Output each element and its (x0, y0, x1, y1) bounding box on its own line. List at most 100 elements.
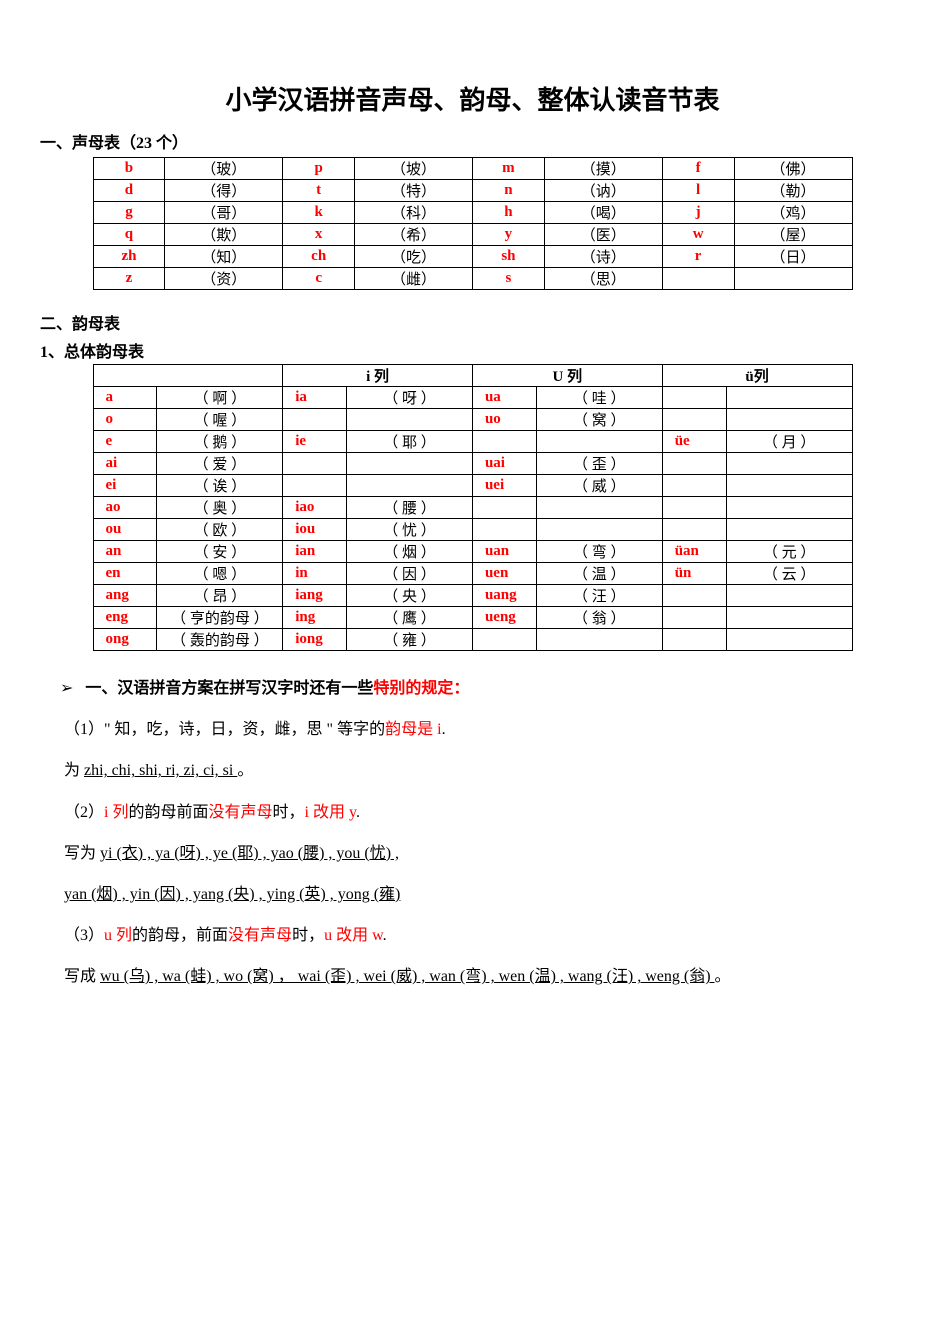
n3-mid2: 时， (292, 927, 324, 944)
pinyin-cell: sh (472, 246, 544, 268)
pinyin-cell (662, 268, 734, 290)
table-row: ong（ 轰的韵母 ）iong（ 雍 ） (93, 629, 852, 651)
note-2-line1: （2）i 列的韵母前面没有声母时，i 改用 y. (64, 795, 885, 830)
char-cell: （资） (165, 268, 283, 290)
pinyin-cell (662, 387, 726, 409)
char-cell (726, 409, 852, 431)
pinyin-cell: uei (472, 475, 536, 497)
table-row: ou（ 欧 ）iou（ 忧 ） (93, 519, 852, 541)
char-cell: （讷） (544, 180, 662, 202)
n1-mid: 等字的 (333, 721, 385, 738)
pinyin-cell (283, 409, 347, 431)
pinyin-cell (662, 497, 726, 519)
char-cell: （ 烟 ） (347, 541, 473, 563)
char-cell: （ 哇 ） (536, 387, 662, 409)
pinyin-cell: ai (93, 453, 157, 475)
table-row: ei（ 诶 ）uei（ 威 ） (93, 475, 852, 497)
char-cell: （勒） (734, 180, 852, 202)
char-cell: （ 亨的韵母 ） (157, 607, 283, 629)
char-cell: （得） (165, 180, 283, 202)
char-cell: （ 欧 ） (157, 519, 283, 541)
char-cell: （雌） (355, 268, 473, 290)
n1-end: . (442, 721, 446, 738)
table-row: eng（ 亨的韵母 ）ing（ 鹰 ）ueng（ 翁 ） (93, 607, 852, 629)
n3-ul1: wu (乌) , wa (蛙) , wo (窝) ， wai (歪) , wei… (100, 968, 715, 985)
pinyin-cell: t (283, 180, 355, 202)
char-cell: （ 腰 ） (347, 497, 473, 519)
pinyin-cell: uai (472, 453, 536, 475)
pinyin-cell: p (283, 158, 355, 180)
char-cell: （希） (355, 224, 473, 246)
char-cell (726, 497, 852, 519)
pinyin-cell: o (93, 409, 157, 431)
finals-table: i 列U 列ü列 a（ 啊 ）ia（ 呀 ）ua（ 哇 ）o（ 喔 ）uo（ 窝… (93, 364, 853, 651)
n2-red3: i 改用 y (305, 804, 356, 821)
table-row: d（得）t（特）n（讷）l（勒） (93, 180, 852, 202)
n1-period: 。 (237, 762, 253, 779)
pinyin-cell: uen (472, 563, 536, 585)
n1-wei: 为 (64, 762, 84, 779)
char-cell: （欺） (165, 224, 283, 246)
pinyin-cell: zh (93, 246, 165, 268)
column-header: i 列 (283, 365, 473, 387)
n1-quote: " 知，吃，诗，日，资，雌，思 " (104, 721, 333, 738)
pinyin-cell: an (93, 541, 157, 563)
pinyin-cell: r (662, 246, 734, 268)
notes-heading-red: 特别的规定： (373, 680, 469, 697)
n2-ul1: yi (衣) , ya (呀) , ye (耶) , yao (腰) , you… (100, 845, 399, 862)
pinyin-cell: w (662, 224, 734, 246)
pinyin-cell: ao (93, 497, 157, 519)
pinyin-cell: üe (662, 431, 726, 453)
char-cell: （ 鹅 ） (157, 431, 283, 453)
pinyin-cell (472, 519, 536, 541)
column-header: ü列 (662, 365, 852, 387)
note-2-line3: yan (烟) , yin (因) , yang (央) , ying (英) … (64, 877, 885, 912)
char-cell: （ 翁 ） (536, 607, 662, 629)
table-row: zh（知）ch（吃）sh（诗）r（日） (93, 246, 852, 268)
pinyin-cell: ang (93, 585, 157, 607)
n2-mid1: 的韵母前面 (128, 804, 208, 821)
pinyin-cell: en (93, 563, 157, 585)
pinyin-cell (662, 607, 726, 629)
column-header: U 列 (472, 365, 662, 387)
char-cell: （ 窝 ） (536, 409, 662, 431)
pinyin-cell: iao (283, 497, 347, 519)
char-cell: （ 呀 ） (347, 387, 473, 409)
pinyin-cell (283, 453, 347, 475)
char-cell: （玻） (165, 158, 283, 180)
pinyin-cell: iang (283, 585, 347, 607)
initials-table: b（玻）p（坡）m（摸）f（佛）d（得）t（特）n（讷）l（勒）g（哥）k（科）… (93, 157, 853, 290)
section2-sub1: 1、总体韵母表 (40, 338, 905, 362)
pinyin-cell (662, 585, 726, 607)
pinyin-cell: k (283, 202, 355, 224)
n3-red1: u 列 (104, 927, 132, 944)
pinyin-cell (472, 431, 536, 453)
char-cell: （摸） (544, 158, 662, 180)
pinyin-cell: ia (283, 387, 347, 409)
pinyin-cell (662, 409, 726, 431)
char-cell: （特） (355, 180, 473, 202)
n2-pre: （2） (64, 804, 104, 821)
char-cell (536, 431, 662, 453)
n3-pre: （3） (64, 927, 104, 944)
pinyin-cell: ueng (472, 607, 536, 629)
char-cell: （ 耶 ） (347, 431, 473, 453)
table-row: z（资）c（雌）s（思） (93, 268, 852, 290)
pinyin-cell: ou (93, 519, 157, 541)
char-cell: （吃） (355, 246, 473, 268)
note-1-line2: 为 zhi, chi, shi, ri, zi, ci, si 。 (64, 753, 885, 788)
table-row: ai（ 爱 ）uai（ 歪 ） (93, 453, 852, 475)
char-cell: （知） (165, 246, 283, 268)
char-cell: （ 昂 ） (157, 585, 283, 607)
pinyin-cell: g (93, 202, 165, 224)
n2-red1: i 列 (104, 804, 128, 821)
pinyin-cell: b (93, 158, 165, 180)
n2-red2: 没有声母 (208, 804, 272, 821)
note-2-line2: 写为 yi (衣) , ya (呀) , ye (耶) , yao (腰) , … (64, 836, 885, 871)
n3-l1: 写成 (64, 968, 100, 985)
char-cell: （ 央 ） (347, 585, 473, 607)
pinyin-cell: ün (662, 563, 726, 585)
char-cell: （ 温 ） (536, 563, 662, 585)
n2-end: . (356, 804, 360, 821)
char-cell: （ 汪 ） (536, 585, 662, 607)
